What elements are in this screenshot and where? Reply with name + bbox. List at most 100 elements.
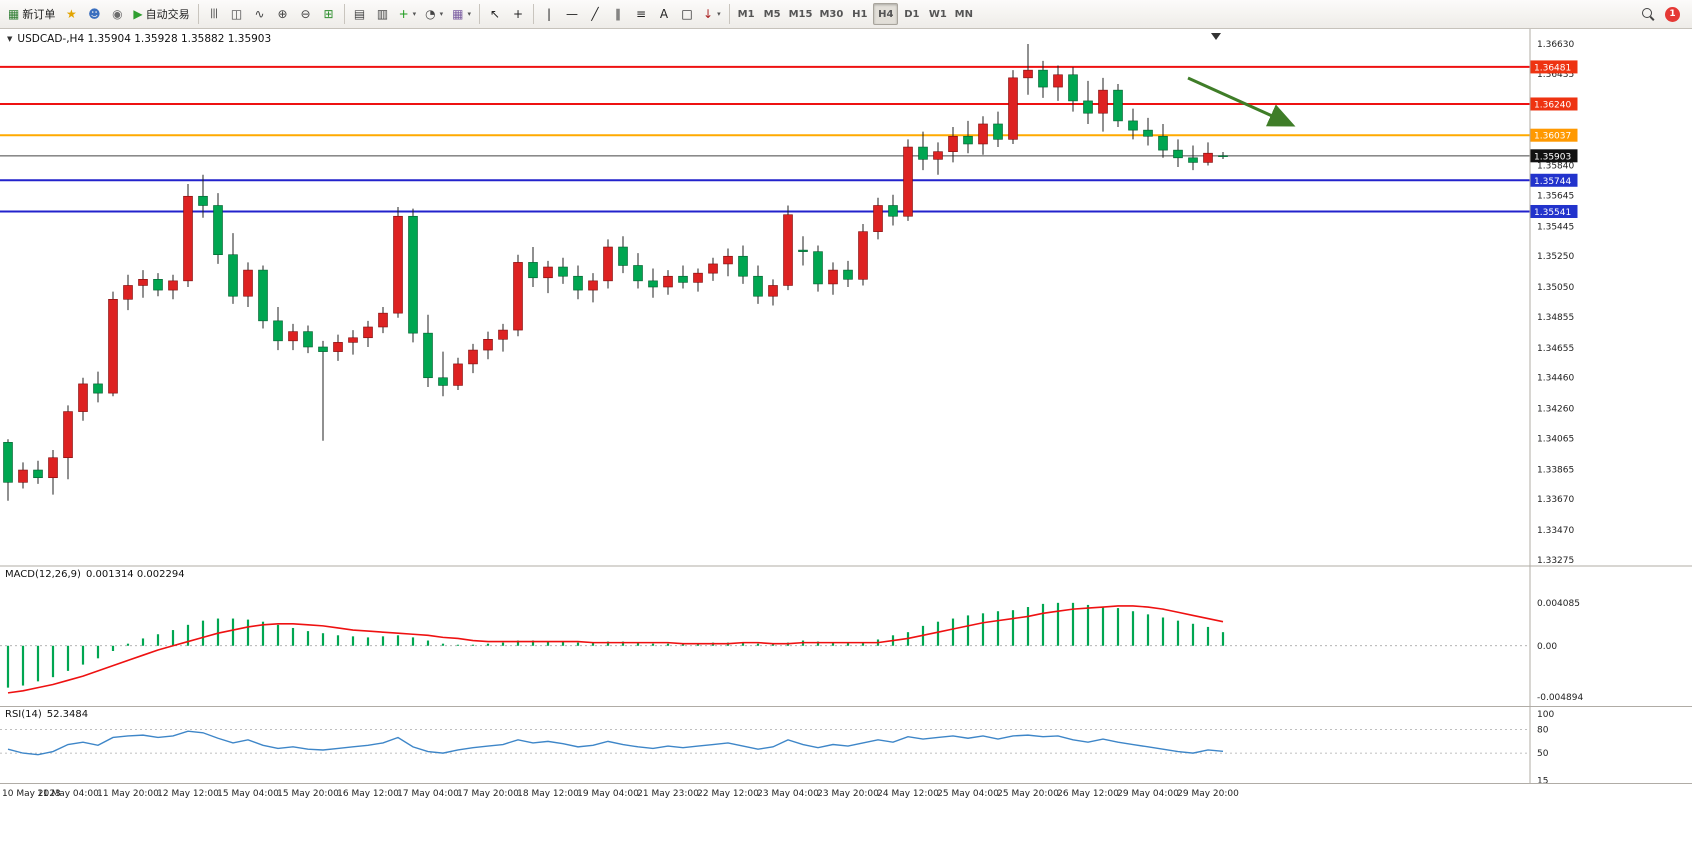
price-tick-label: 1.35840 [1537, 162, 1574, 172]
candlestick-type-button[interactable]: ◫ [226, 3, 248, 25]
timeframe-button-W1[interactable]: W1 [928, 8, 947, 20]
zoom-out-button[interactable]: ⊖ [295, 3, 317, 25]
price-tick-label: 1.35050 [1537, 283, 1574, 293]
bar-chart-type-button[interactable]: ||| [203, 3, 225, 25]
cursor-button[interactable]: ↖ [484, 3, 506, 25]
zoom-in-button[interactable]: ⊕ [272, 3, 294, 25]
timeframe-button-H4[interactable]: H4 [873, 3, 899, 25]
profile-button[interactable]: ☻ [83, 3, 105, 25]
indicators-icon: + [398, 7, 409, 21]
rsi-panel: 100 80 50 15 [0, 710, 1554, 787]
price-axis[interactable]: 1.366301.364351.362401.360451.358401.356… [1537, 40, 1574, 566]
autotrading-button[interactable]: ▶ 自动交易 [129, 3, 193, 25]
zoom-in-icon: ⊕ [277, 7, 288, 21]
price-tick-label: 1.35645 [1537, 191, 1574, 201]
cascade-windows-button[interactable]: ▤ [349, 3, 371, 25]
toolbar-right-icons: 1 [1642, 6, 1688, 22]
macd-axis-label: 0.004085 [1537, 599, 1580, 609]
time-axis-label: 24 May 12:00 [877, 789, 939, 799]
time-axis-label: 15 May 20:00 [277, 789, 339, 799]
chart-dropdown-icon[interactable]: ▼ [7, 35, 13, 43]
macd-values: 0.001314 0.002294 [85, 569, 185, 580]
macd-signal-line [7, 605, 1224, 694]
label-tool-button[interactable]: □ [676, 3, 698, 25]
toolbar-separator [728, 4, 730, 24]
new-order-button[interactable]: ▦ 新订单 [4, 3, 59, 25]
rsi-values: 52.3484 [46, 709, 89, 720]
search-icon[interactable] [1642, 7, 1655, 21]
cursor-icon: ↖ [489, 7, 501, 21]
timeframe-button-M30[interactable]: M30 [819, 8, 844, 20]
periods-button[interactable]: ◔ ▾ [421, 3, 447, 25]
chevron-down-icon: ▾ [467, 10, 472, 18]
templates-icon: ▦ [452, 7, 464, 21]
time-axis-label: 11 May 04:00 [37, 789, 99, 799]
indicators-button[interactable]: + ▾ [395, 3, 421, 25]
time-axis-label: 23 May 04:00 [757, 789, 819, 799]
rsi-axis-label: 100 [1537, 710, 1554, 720]
market-button[interactable]: ★ [60, 3, 82, 25]
templates-button[interactable]: ▦ ▾ [448, 3, 475, 25]
autotrading-label: 自动交易 [145, 8, 190, 21]
timeframe-button-M15[interactable]: M15 [788, 8, 813, 20]
autotrading-icon: ▶ [133, 7, 143, 21]
sounds-icon: ◉ [112, 7, 123, 21]
timeframe-button-M5[interactable]: M5 [763, 8, 781, 20]
price-tick-label: 1.33470 [1537, 526, 1574, 536]
timeframe-button-H1[interactable]: H1 [852, 8, 868, 20]
text-tool-button[interactable]: A [653, 3, 675, 25]
macd-indicator-label: MACD(12,26,9) 0.001314 0.002294 [5, 569, 185, 580]
arrange-windows-button[interactable]: ▥ [372, 3, 394, 25]
arrows-tool-icon: ↓ [703, 7, 714, 21]
trendline-button[interactable]: ╱ [584, 3, 606, 25]
timeframe-button-M1[interactable]: M1 [737, 8, 755, 20]
new-order-label: 新订单 [22, 8, 56, 21]
time-axis-label: 26 May 12:00 [1057, 789, 1119, 799]
notifications-badge[interactable]: 1 [1665, 6, 1680, 22]
trend-arrow-annotation[interactable] [1187, 76, 1296, 127]
tile-windows-button[interactable]: ⊞ [318, 3, 340, 25]
zoom-out-icon: ⊖ [300, 7, 311, 21]
price-tick-label: 1.33275 [1537, 556, 1574, 566]
svg-text:1.35541: 1.35541 [1534, 208, 1571, 218]
timeframe-button-D1[interactable]: D1 [904, 8, 920, 20]
price-tick-label: 1.34655 [1537, 344, 1574, 354]
price-axis-badges: 1.36481 1.36240 1.36037 1.35744 1.35541 1.359… [1530, 60, 1578, 218]
svg-text:1.36481: 1.36481 [1534, 63, 1571, 73]
time-axis-label: 22 May 12:00 [697, 789, 759, 799]
chart-canvas[interactable]: 1.366301.364351.362401.360451.358401.356… [0, 29, 1692, 867]
timeframe-button-MN[interactable]: MN [954, 8, 973, 20]
rsi-axis-label: 80 [1537, 726, 1549, 736]
arrows-tool-button[interactable]: ↓ ▾ [699, 3, 725, 25]
time-axis-label: 16 May 12:00 [337, 789, 399, 799]
line-chart-type-icon: ∿ [254, 7, 265, 21]
price-badge [1530, 97, 1578, 111]
label-tool-icon: □ [681, 7, 693, 21]
candles-series [3, 44, 1228, 501]
sounds-button[interactable]: ◉ [106, 3, 128, 25]
chart-symbol-header: ▼ USDCAD-,H4 1.35904 1.35928 1.35882 1.3… [7, 33, 271, 45]
bar-chart-type-icon: ||| [210, 8, 218, 19]
fibonacci-button[interactable]: ≡ [630, 3, 652, 25]
top-toolbar: ▦ 新订单 ★ ☻ ◉ ▶ 自动交易 ||| ◫ ∿ ⊕ ⊖ ⊞ ▤ ▥ + ▾ ◔ ▾ ▦ ▾ ↖ + | — ╱ ∥ ≡ A □ ↓ ▾ M… [0, 0, 1692, 29]
horizontal-line-button[interactable]: — [561, 3, 583, 25]
line-chart-type-button[interactable]: ∿ [249, 3, 271, 25]
time-axis-label: 12 May 12:00 [157, 789, 219, 799]
svg-text:1.36240: 1.36240 [1534, 100, 1571, 110]
horizontal-level-lines[interactable] [0, 65, 1530, 213]
panel-splitters[interactable] [0, 29, 1692, 784]
time-axis-label: 25 May 20:00 [997, 789, 1059, 799]
down-trend-arrow[interactable] [1187, 76, 1296, 127]
channel-button[interactable]: ∥ [607, 3, 629, 25]
price-tick-label: 1.34260 [1537, 405, 1574, 415]
price-badge [1530, 204, 1578, 218]
chevron-down-icon: ▾ [717, 10, 721, 18]
text-tool-icon: A [659, 7, 669, 21]
crosshair-button[interactable]: + [507, 3, 529, 25]
rsi-title: RSI(14) [5, 709, 42, 720]
price-badge [1530, 128, 1578, 142]
vertical-line-button[interactable]: | [538, 3, 560, 25]
price-badge [1530, 173, 1578, 187]
